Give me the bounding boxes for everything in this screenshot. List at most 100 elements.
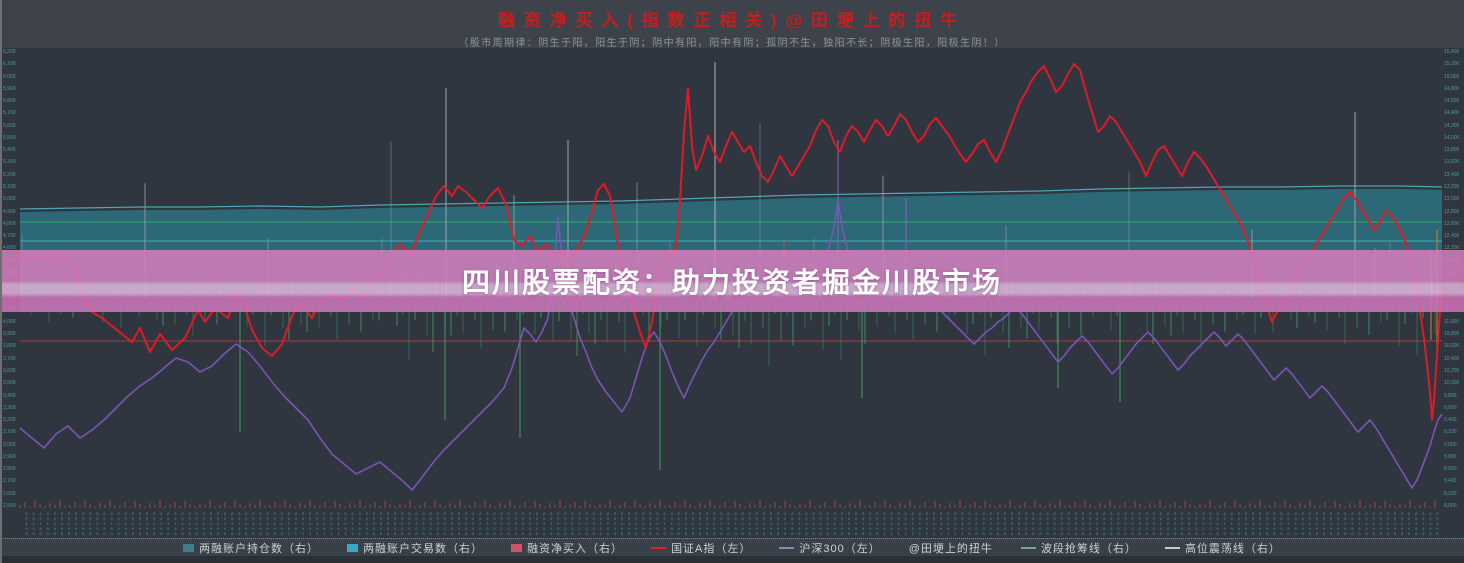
x-axis-date-label: 20190506	[137, 511, 142, 537]
x-axis-date-label: 20200730	[1172, 511, 1177, 537]
x-axis-date-label: 20200604	[1115, 511, 1120, 537]
x-axis-date-label: 20191127	[335, 511, 340, 537]
y-axis-tick-left: 6,200	[3, 49, 16, 55]
x-axis-date-label: 20190110	[1222, 511, 1227, 537]
x-axis-date-label: 20191106	[314, 511, 319, 537]
x-axis-date-label: 20190117	[1229, 511, 1234, 537]
y-axis-tick-right: 9,400	[1444, 417, 1457, 424]
x-axis-date-label: 20191225	[959, 511, 964, 537]
x-axis-date-label: 20200618	[534, 511, 539, 537]
legend-item-8[interactable]: 高位震荡线（右）	[1164, 540, 1281, 556]
x-axis-date-label: 20190625	[1378, 511, 1383, 537]
legend-label: 融资净买入（右）	[527, 542, 624, 555]
legend-line-marker	[1020, 546, 1036, 549]
y-axis-tick-right: 8,800	[1444, 453, 1457, 460]
y-axis-tick-right: 8,200	[1444, 490, 1457, 497]
legend-item-2[interactable]: 两融账户交易数（右）	[347, 540, 483, 556]
x-axis-date-label: 20200415	[1066, 511, 1071, 537]
y-axis-tick-right: 12,400	[1444, 233, 1460, 240]
y-axis-tick-right: 13,600	[1444, 159, 1460, 166]
left-edge-strip	[0, 0, 2, 563]
x-axis-date-label: 20200303	[1023, 511, 1028, 537]
y-axis-tick-right: 14,400	[1444, 110, 1460, 117]
x-axis-date-label: 20191218	[357, 511, 362, 537]
x-axis-date-label: 20191030	[307, 511, 312, 537]
y-axis-tick-right: 14,800	[1444, 85, 1460, 92]
y-axis-tick-left: 3,300	[3, 404, 16, 411]
x-axis-date-label: 20200521	[506, 511, 511, 537]
x-axis-date-label: 20190702	[1385, 511, 1390, 537]
x-axis-date-label: 20190513	[740, 511, 745, 537]
y-axis-tick-left: 6,000	[3, 73, 16, 80]
x-axis-date-label: 20200806	[1179, 511, 1184, 537]
y-axis-tick-left: 3,000	[3, 441, 16, 448]
legend-item-4[interactable]: 国证A指（左）	[651, 540, 751, 556]
legend-item-1[interactable]: 两融账户持仓数（右）	[183, 540, 319, 556]
x-axis-date-label: 20200625	[541, 511, 546, 537]
x-axis-date-label: 20190305	[1271, 511, 1276, 537]
x-axis-date-label: 20190813	[1427, 511, 1432, 537]
x-axis-date-label: 20200211	[406, 511, 411, 537]
x-axis-date-label: 20200514	[1094, 511, 1099, 537]
x-axis-date-label: 20200618	[1130, 511, 1135, 537]
x-axis-date-label: 20190903	[853, 511, 858, 537]
legend-item-3[interactable]: 融资净买入（右）	[511, 540, 623, 556]
x-axis-date-label: 20190806	[825, 511, 830, 537]
x-axis-date-label: 20190219	[662, 511, 667, 537]
x-axis-date-label: 20190716	[1399, 511, 1404, 537]
legend-line-marker	[651, 546, 667, 549]
x-axis-date-label: 20200827	[605, 511, 610, 537]
legend-item-5[interactable]: 沪深300（左）	[779, 540, 880, 556]
x-axis-date-label: 20191120	[328, 511, 333, 537]
x-axis-date-label: 20200723	[1165, 511, 1170, 537]
x-axis-date-label: 20190410	[116, 511, 121, 537]
x-axis-date-label: 20190305	[676, 511, 681, 537]
y-axis-tick-right: 12,200	[1444, 245, 1460, 252]
y-axis-tick-left: 4,700	[3, 233, 16, 240]
x-axis-date-label: 20190527	[158, 511, 163, 537]
x-axis-date-label: 20190520	[747, 511, 752, 537]
y-axis-tick-left: 5,500	[3, 134, 16, 141]
legend-line-marker	[779, 546, 795, 549]
ad-banner[interactable]: 四川股票配资：助力投资者掘金川股市场	[0, 250, 1464, 312]
y-axis-tick-right: 13,200	[1444, 183, 1460, 190]
y-axis-tick-right: 9,600	[1444, 404, 1457, 411]
y-axis-tick-right: 15,000	[1444, 73, 1460, 80]
y-axis-tick-left: 3,900	[3, 331, 16, 338]
x-axis-date-label: 20190226	[669, 511, 674, 537]
x-axis-date-label: 20200514	[499, 511, 504, 537]
x-axis-date-label: 20190305	[80, 511, 85, 537]
x-axis-date-label: 20200324	[1044, 511, 1049, 537]
x-axis-date-label: 20200521	[1101, 511, 1106, 537]
bottom-bar	[0, 556, 1464, 563]
x-axis-date-label: 20190212	[59, 511, 64, 537]
x-axis-date-label: 20200820	[1193, 511, 1198, 537]
x-axis-date-label: 20191127	[931, 511, 936, 537]
x-axis-date-label: 20190506	[733, 511, 737, 537]
x-axis-date-label: 20200310	[435, 511, 440, 537]
legend-item-6[interactable]: @田埂上的扭牛	[909, 540, 993, 556]
y-axis-tick-right: 15,400	[1444, 49, 1460, 55]
y-axis-tick-left: 3,400	[3, 392, 16, 399]
x-axis-date-label: 20200331	[1052, 511, 1057, 537]
x-axis-date-label: 20200723	[569, 511, 574, 537]
x-axis-date-label: 20191120	[924, 511, 929, 537]
x-axis-date-label: 20190219	[1257, 511, 1262, 537]
y-axis-tick-right: 9,200	[1444, 429, 1457, 436]
legend-item-7[interactable]: 波段抢筹线（右）	[1020, 540, 1137, 556]
x-axis-date-label: 20200408	[463, 511, 468, 537]
x-axis-date-label: 20190513	[1335, 511, 1340, 537]
legend-line-marker	[1164, 546, 1180, 549]
y-axis-tick-left: 2,800	[3, 466, 16, 473]
y-axis-tick-left: 4,600	[3, 245, 16, 252]
x-axis-date-label: 20200507	[1087, 511, 1092, 537]
x-axis-date-label: 20190625	[782, 511, 787, 537]
x-axis-date-label: 20200528	[513, 511, 518, 537]
legend-label: 沪深300（左）	[799, 542, 881, 555]
legend-label: 波段抢筹线（右）	[1040, 542, 1137, 555]
x-axis-date-label: 20190723	[1406, 511, 1411, 537]
x-axis-date-label: 20190110	[626, 511, 631, 537]
y-axis-tick-left: 3,800	[3, 343, 16, 350]
x-axis-date-label: 20190603	[165, 511, 170, 537]
